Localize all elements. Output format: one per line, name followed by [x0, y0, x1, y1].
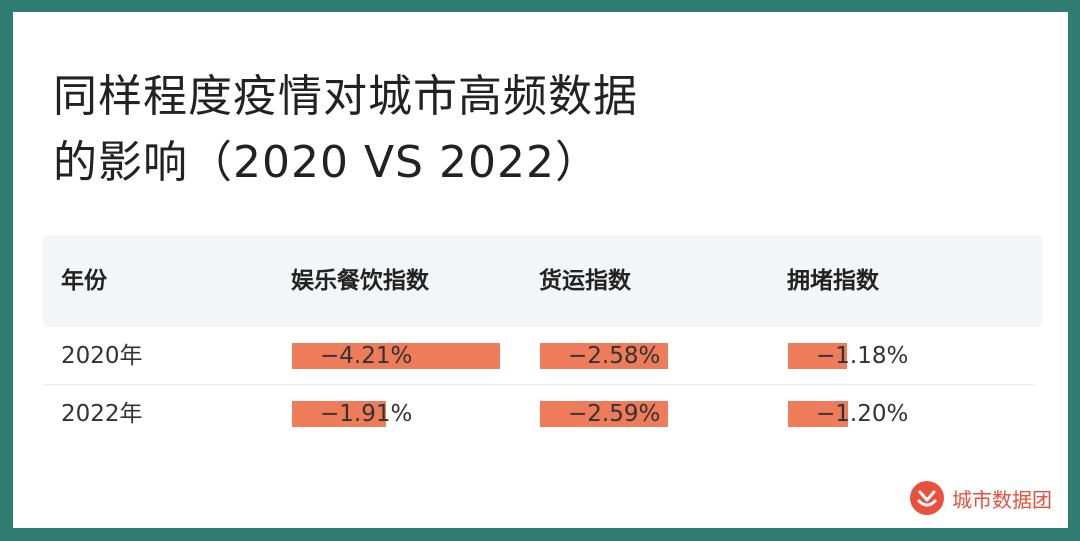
title-line-1: 同样程度疫情对城市高频数据 [53, 71, 638, 122]
entertainment-bar [292, 343, 500, 369]
city-data-logo-icon [910, 481, 944, 515]
header-year: 年份 [61, 268, 107, 294]
entertainment-value: −4.21% [320, 343, 413, 369]
row-year: 2020年 [61, 343, 143, 369]
header-entertainment: 娱乐餐饮指数 [291, 268, 429, 294]
table-row: 2020年 −4.21% −2.58% −1.18% [43, 327, 1035, 385]
freight-bar [540, 343, 668, 369]
congestion-value: −1.20% [816, 401, 909, 427]
row-year: 2022年 [61, 401, 143, 427]
brand-name: 城市数据团 [952, 487, 1052, 512]
freight-value: −2.58% [568, 343, 661, 369]
congestion-bar [788, 343, 847, 369]
brand-watermark: 城市数据团 [910, 478, 1052, 518]
congestion-bar [788, 401, 848, 427]
header-freight: 货运指数 [539, 268, 631, 294]
title-line-2: 的影响（2020 VS 2022） [53, 137, 600, 188]
header-congestion: 拥堵指数 [787, 268, 879, 294]
page-title: 同样程度疫情对城市高频数据 的影响（2020 VS 2022） [53, 64, 813, 196]
freight-bar [540, 401, 668, 427]
content-card: 同样程度疫情对城市高频数据 的影响（2020 VS 2022） 年份 娱乐餐饮指… [13, 12, 1068, 528]
table-row: 2022年 −1.91% −2.59% −1.20% [43, 385, 1035, 443]
table-header: 年份 娱乐餐饮指数 货运指数 拥堵指数 [43, 235, 1042, 327]
entertainment-bar [292, 401, 386, 427]
freight-value: −2.59% [568, 401, 661, 427]
entertainment-value: −1.91% [320, 401, 413, 427]
congestion-value: −1.18% [816, 343, 909, 369]
